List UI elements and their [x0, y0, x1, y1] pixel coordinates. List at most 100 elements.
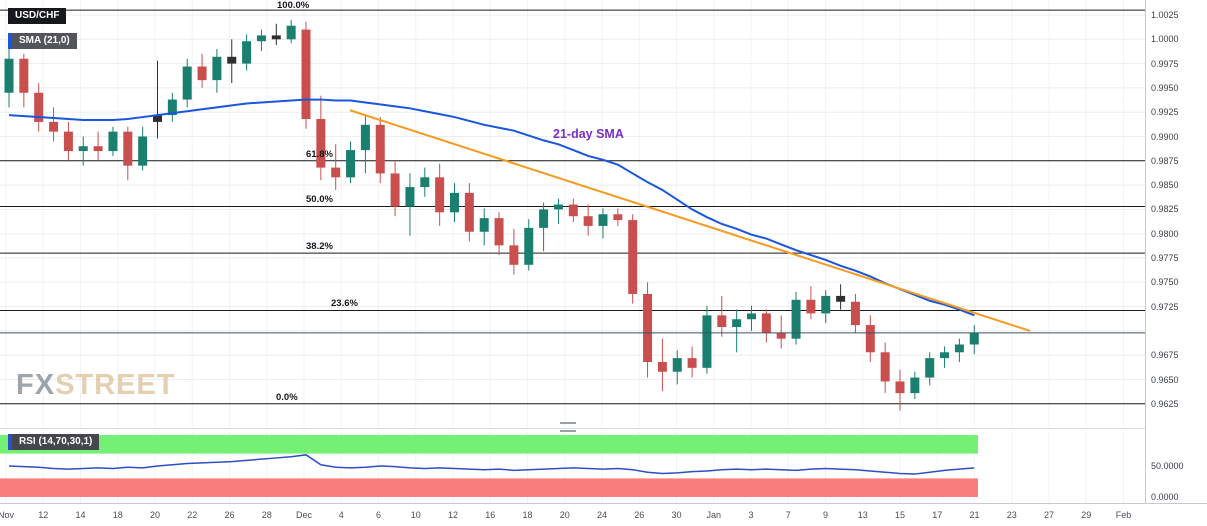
date-axis-label: 12 [447, 510, 458, 520]
candle-body [628, 220, 638, 294]
candle-body [806, 299, 816, 314]
candle-body [539, 209, 549, 228]
candle-body [63, 131, 73, 152]
date-axis-label: 3 [748, 510, 754, 520]
candle-body [212, 56, 222, 81]
rsi-chart[interactable] [0, 432, 1145, 503]
candle-body [153, 115, 162, 122]
date-axis-label: Dec [295, 510, 312, 520]
candle-body [969, 332, 979, 345]
date-axis-label: 16 [485, 510, 496, 520]
price-axis-label: 1.0025 [1151, 10, 1179, 20]
date-axis-label: 18 [112, 510, 123, 520]
panel-divider[interactable] [0, 428, 1207, 432]
candle-body [108, 131, 118, 152]
trendline[interactable] [349, 109, 1031, 332]
fib-label: 23.6% [331, 298, 358, 310]
panel-resize-handle[interactable] [560, 422, 576, 432]
candle-body [687, 358, 697, 368]
candle-body [271, 35, 281, 40]
watermark-street: STREET [55, 369, 176, 401]
candle-body [553, 204, 563, 210]
candlestick-chart[interactable] [0, 0, 1145, 428]
main-chart-plot[interactable]: 21-day SMA FXSTREET USD/CHF SMA (21,0) 1… [0, 0, 1145, 428]
candle-body [19, 58, 29, 93]
date-axis-label: 12 [38, 510, 49, 520]
price-axis-label: 0.9900 [1151, 131, 1179, 142]
date-axis-label: 24 [596, 510, 607, 520]
price-axis-label: 0.9950 [1151, 82, 1179, 93]
date-axis-label: 28 [261, 510, 272, 520]
candle-body [509, 245, 519, 265]
date-axis-label: 26 [224, 510, 235, 520]
candle-body [405, 187, 415, 207]
fib-label: 50.0% [306, 194, 333, 206]
sma-annotation: 21-day SMA [553, 127, 624, 141]
candle-body [613, 214, 623, 221]
date-axis-label: 30 [671, 510, 682, 520]
date-axis-label: 14 [75, 510, 86, 520]
candle-body [657, 362, 667, 372]
date-axis-label: 4 [338, 510, 344, 520]
fib-label: 38.2% [306, 241, 333, 253]
date-axis-label: 9 [822, 510, 828, 520]
price-axis-label: 1.0000 [1151, 34, 1179, 45]
candle-body [717, 315, 727, 328]
date-axis-label: Feb [1115, 510, 1132, 520]
candle-body [524, 227, 534, 265]
date-axis-label: 6 [375, 510, 381, 520]
candle-body [138, 136, 148, 166]
price-axis-label: 0.9875 [1151, 155, 1179, 166]
candle-body [464, 192, 474, 232]
price-axis-label: 0.9800 [1151, 228, 1179, 239]
price-axis-label: 0.9925 [1151, 107, 1179, 118]
candle-body [643, 293, 653, 363]
price-axis-label: 0.9750 [1151, 277, 1179, 288]
date-axis-label: 23 [1006, 510, 1017, 520]
fib-label: 61.8% [306, 148, 333, 160]
candle-body [895, 381, 905, 394]
date-axis-label: 20 [149, 510, 160, 520]
time-axis[interactable]: Nov 12 14 18 20 22 26 28 Dec 4 6 10 12 16 18 20 24 26 30 Ja… [0, 503, 1207, 526]
candle-body [93, 146, 103, 152]
candle-body [925, 358, 935, 378]
date-axis-label: Jan [706, 510, 721, 520]
price-axis-label: 0.9625 [1151, 398, 1179, 409]
date-axis-label: 7 [785, 510, 791, 520]
date-axis-label: 29 [1081, 510, 1092, 520]
sma-indicator-badge[interactable]: SMA (21,0) [8, 33, 77, 49]
candle-body [583, 216, 593, 226]
price-axis-label: 0.9975 [1151, 58, 1179, 69]
candle-body [197, 66, 207, 81]
candle-body [479, 218, 489, 232]
rsi-indicator-badge[interactable]: RSI (14,70,30,1) [8, 434, 100, 450]
candle-body [880, 352, 890, 382]
candle-body [375, 124, 385, 174]
candle-body [672, 358, 682, 372]
candle-body [49, 121, 59, 132]
rsi-overbought-zone [0, 435, 978, 454]
date-axis-label: 10 [410, 510, 421, 520]
candle-body [346, 150, 356, 178]
candle-body [167, 99, 177, 116]
candle-body [123, 131, 133, 166]
candle-body [836, 295, 846, 302]
candle-body [940, 352, 950, 359]
rsi-axis-label: 50.0000 [1151, 461, 1184, 471]
date-axis-label: Nov [0, 510, 14, 520]
fxstreet-watermark: FXSTREET [16, 369, 175, 402]
date-axis-label: 17 [932, 510, 943, 520]
date-axis-label: 21 [969, 510, 980, 520]
candle-body [256, 35, 266, 42]
candle-body [435, 177, 445, 213]
candle-body [316, 119, 326, 168]
rsi-panel[interactable] [0, 432, 1145, 503]
candle-body [286, 25, 296, 40]
price-axis[interactable]: 0.9698 1.00251.00000.99750.99500.99250.9… [1145, 0, 1207, 526]
candle-body [331, 167, 341, 178]
candle-body [702, 315, 712, 368]
rsi-oversold-zone [0, 478, 978, 497]
candle-body [420, 177, 430, 188]
candle-body [494, 218, 504, 246]
